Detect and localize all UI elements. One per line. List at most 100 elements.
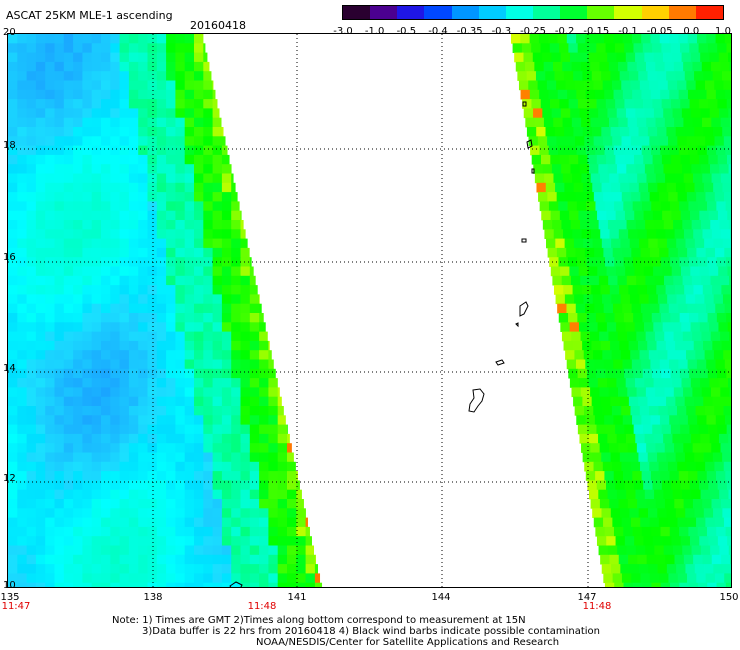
left-swath-cell <box>166 545 176 556</box>
left-swath-cell <box>212 313 223 323</box>
left-swath-cell <box>138 117 148 128</box>
left-swath-cell <box>249 471 260 481</box>
right-swath-cell <box>579 164 590 174</box>
left-swath-cell <box>249 266 254 277</box>
right-swath-cell <box>585 471 596 481</box>
right-swath-cell <box>701 443 712 453</box>
right-swath-cell <box>679 313 690 323</box>
left-swath-cell <box>156 452 167 463</box>
left-swath-cell <box>17 145 27 156</box>
right-swath-cell <box>576 89 587 100</box>
left-swath-cell <box>17 480 27 491</box>
right-swath-cell <box>666 564 677 574</box>
right-swath-cell <box>633 99 644 109</box>
right-swath-cell <box>643 536 654 546</box>
right-swath-cell <box>583 350 594 360</box>
right-swath-cell <box>602 461 613 472</box>
left-swath-cell <box>194 406 204 416</box>
left-swath-cell <box>184 396 195 407</box>
right-swath-cell <box>704 350 715 360</box>
left-swath-cell <box>147 210 158 221</box>
left-swath-cell <box>277 480 288 491</box>
right-swath-cell <box>679 201 689 212</box>
left-swath-cell <box>203 99 213 109</box>
left-swath-cell <box>8 396 18 407</box>
left-swath-cell <box>54 526 65 537</box>
right-swath-cell <box>666 127 677 137</box>
lat-label-20: 20 <box>3 27 16 38</box>
left-swath-cell <box>63 52 74 63</box>
left-swath-cell <box>73 508 83 518</box>
right-swath-cell <box>713 508 723 518</box>
left-swath-cell <box>119 210 130 221</box>
right-swath-cell <box>653 266 663 277</box>
left-swath-cell <box>45 340 55 351</box>
left-swath-cell <box>91 52 102 63</box>
right-swath-cell <box>597 378 608 388</box>
right-swath-cell <box>694 127 705 137</box>
right-swath-cell <box>705 136 715 146</box>
left-swath-cell <box>54 34 65 44</box>
left-swath-cell <box>101 34 111 44</box>
right-swath-cell <box>637 229 648 239</box>
right-swath-cell <box>711 117 722 128</box>
left-swath-cell <box>221 536 232 546</box>
left-swath-cell <box>54 99 65 109</box>
right-swath-cell <box>629 182 640 193</box>
left-swath-cell <box>147 52 158 63</box>
left-swath-cell <box>221 499 232 509</box>
right-swath-cell <box>531 154 542 165</box>
left-swath-cell <box>221 164 232 174</box>
right-swath-cell <box>728 52 731 63</box>
left-swath-cell <box>147 331 158 342</box>
left-swath-cell <box>26 378 37 388</box>
left-swath-cell <box>212 80 214 91</box>
left-swath-cell <box>240 359 251 370</box>
left-swath-cell <box>26 61 37 72</box>
left-swath-cell <box>8 499 18 509</box>
left-swath-cell <box>259 526 269 537</box>
right-swath-cell <box>723 350 731 360</box>
left-swath-cell <box>73 378 83 388</box>
left-swath-cell <box>194 80 204 91</box>
left-swath-cell <box>166 368 176 379</box>
right-swath-cell <box>612 461 622 472</box>
right-swath-cell <box>691 545 702 556</box>
left-swath-cell <box>17 154 27 165</box>
right-swath-cell <box>680 210 691 221</box>
right-swath-cell <box>584 136 595 146</box>
right-swath-cell <box>593 517 604 528</box>
left-swath-cell <box>277 545 288 556</box>
right-swath-cell <box>618 499 629 509</box>
left-swath-cell <box>138 433 148 444</box>
right-swath-cell <box>553 173 564 184</box>
left-swath-cell <box>175 387 186 398</box>
left-swath-cell <box>119 127 130 137</box>
left-swath-cell <box>184 489 195 500</box>
left-swath-cell <box>82 238 93 249</box>
right-swath-cell <box>569 322 580 332</box>
right-swath-cell <box>558 201 568 212</box>
right-swath-cell <box>570 275 581 286</box>
right-swath-cell <box>667 461 678 472</box>
left-swath-cell <box>259 536 269 546</box>
right-swath-cell <box>693 554 703 565</box>
right-swath-cell <box>612 303 623 314</box>
right-swath-cell <box>582 127 593 137</box>
right-swath-cell <box>595 201 606 212</box>
lat-label-10: 10 <box>3 580 16 591</box>
right-swath-cell <box>666 238 677 249</box>
left-swath-cell <box>128 164 139 174</box>
right-swath-cell <box>528 80 538 91</box>
left-swath-cell <box>82 331 93 342</box>
left-swath-cell <box>277 406 284 416</box>
left-swath-cell <box>73 99 83 109</box>
right-swath-cell <box>706 89 717 100</box>
left-swath-cell <box>184 164 195 174</box>
left-swath-cell <box>101 220 111 230</box>
right-swath-cell <box>583 294 594 305</box>
left-swath-cell <box>54 350 65 360</box>
right-swath-cell <box>582 396 593 407</box>
left-swath-cell <box>166 517 176 528</box>
right-swath-cell <box>575 136 585 146</box>
